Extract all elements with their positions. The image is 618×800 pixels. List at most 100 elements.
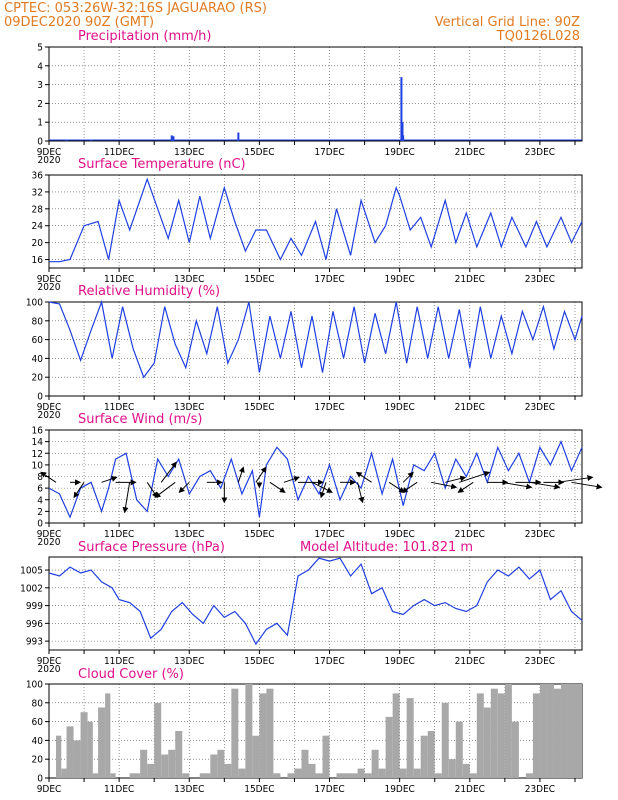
panel-precipitation: 0 1 2 3 4 5 9DEC 11DEC 13DEC 15DEC 17DEC 19DEC 21DEC… <box>37 29 583 166</box>
x-tick-label: 9DEC <box>37 529 62 540</box>
cloud-bar <box>301 749 309 778</box>
cloud-bar <box>224 763 232 778</box>
header-date: 09DEC2020 90Z (GMT) <box>4 15 154 30</box>
precip-bar <box>401 122 404 141</box>
y-tick-label: 3 <box>37 80 43 91</box>
model-altitude: Model Altitude: 101.821 m <box>300 540 473 555</box>
wind-vector <box>178 481 190 494</box>
cloud-bar <box>61 768 67 778</box>
x-tick-label: 15DEC <box>244 402 274 413</box>
cloud-bar <box>315 773 323 778</box>
x-tick-label: 11DEC <box>104 402 134 413</box>
cloud-bar <box>462 763 470 778</box>
panel-title: Precipitation (mm/h) <box>78 29 211 44</box>
y-tick-label: 1002 <box>20 583 43 594</box>
y-tick-label: 80 <box>32 316 44 327</box>
x-year-fragment: 2020 <box>38 410 61 421</box>
y-tick-label: 6 <box>37 484 43 495</box>
wind-vector <box>237 466 245 483</box>
x-tick-label: 15DEC <box>244 656 274 667</box>
x-tick-label: 9DEC <box>37 784 62 795</box>
wind-vector <box>101 476 118 483</box>
wind-vector <box>401 481 418 493</box>
cloud-bar <box>546 684 554 778</box>
cloud-bar <box>199 773 211 778</box>
y-tick-label: 996 <box>26 619 43 630</box>
cloud-bar <box>294 768 302 778</box>
wind-vector <box>501 481 533 490</box>
plot-frame <box>48 46 583 142</box>
cloud-bar <box>259 693 267 778</box>
cloud-bar <box>469 773 477 778</box>
y-tick-label: 60 <box>32 335 44 346</box>
y-tick-label: 4 <box>37 61 43 72</box>
cloud-bar <box>364 773 372 778</box>
wind-vector <box>73 482 85 499</box>
x-tick-label: 17DEC <box>314 274 344 285</box>
x-tick-label: 21DEC <box>455 274 485 285</box>
wind-vector <box>154 481 176 498</box>
cloud-bar <box>476 693 484 778</box>
x-tick-label: 19DEC <box>384 402 414 413</box>
y-tick-label: 1 <box>37 118 43 129</box>
cloud-bar <box>420 735 428 778</box>
x-tick-label: 11DEC <box>104 274 134 285</box>
y-tick-label: 10 <box>32 460 44 471</box>
wind-vector <box>571 481 603 490</box>
x-year-fragment: 2020 <box>38 537 61 548</box>
cloud-bar <box>56 735 62 778</box>
y-tick-label: 0 <box>37 137 43 148</box>
x-tick-label: 23DEC <box>525 147 555 158</box>
cloud-bar <box>98 707 106 778</box>
x-tick-label: 13DEC <box>174 656 204 667</box>
cloud-bar <box>497 693 505 778</box>
x-tick-label: 13DEC <box>174 402 204 413</box>
x-tick-label: 15DEC <box>244 784 274 795</box>
cloud-bar <box>399 768 407 778</box>
x-tick-label: 13DEC <box>174 274 204 285</box>
x-tick-label: 21DEC <box>455 147 485 158</box>
cloud-bar <box>532 693 540 778</box>
x-tick-label: 9DEC <box>37 402 62 413</box>
wind-vector <box>355 471 372 483</box>
wind-vector <box>40 471 57 483</box>
y-tick-label: 4 <box>37 495 43 506</box>
y-tick-label: 16 <box>32 255 44 266</box>
header: CPTEC: 053:26W-32:16S JAGUARAO (RS) 09DE… <box>4 1 580 44</box>
y-tick-label: 0 <box>37 392 43 403</box>
wind-vector <box>388 481 405 493</box>
panel-surface-temperature: 16 20 24 28 32 36 9DEC 11DEC 13DEC 15DEC 17DEC 19DE… <box>32 157 583 293</box>
cloud-bar <box>217 749 225 778</box>
cloud-bar <box>392 693 400 778</box>
cloud-bar <box>182 773 190 778</box>
y-tick-label: 36 <box>32 171 44 182</box>
x-tick-label: 17DEC <box>314 402 344 413</box>
x-tick-label: 11DEC <box>104 656 134 667</box>
wind-vector <box>529 481 561 490</box>
cloud-bar <box>448 759 456 778</box>
wind-vector <box>557 475 594 483</box>
cloud-bar <box>273 773 281 778</box>
y-tick-label: 0 <box>37 519 43 530</box>
precip-bar <box>65 140 68 141</box>
cloud-bar <box>490 688 498 778</box>
x-tick-label: 13DEC <box>174 784 204 795</box>
cloud-bar <box>413 768 421 778</box>
x-tick-label: 13DEC <box>174 147 204 158</box>
cloud-bar <box>245 684 253 778</box>
x-tick-label: 15DEC <box>244 274 274 285</box>
cloud-bar <box>110 773 116 778</box>
cloud-bar <box>73 740 81 778</box>
cloud-bar <box>231 688 239 778</box>
cloud-bar <box>406 698 414 778</box>
cloud-bar <box>371 749 379 778</box>
cloud-bar <box>129 773 141 778</box>
x-tick-label: 23DEC <box>525 274 555 285</box>
x-tick-label: 19DEC <box>384 784 414 795</box>
cloud-bar <box>154 702 162 778</box>
x-tick-label: 9DEC <box>37 656 62 667</box>
wind-line <box>48 440 583 519</box>
y-tick-label: 20 <box>32 373 44 384</box>
wind-vector <box>255 466 267 483</box>
x-tick-label: 15DEC <box>244 147 274 158</box>
